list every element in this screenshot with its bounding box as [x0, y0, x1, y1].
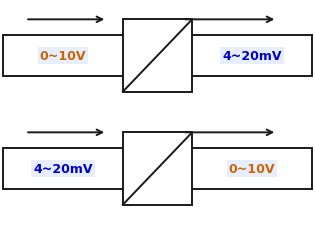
Text: 0~10V: 0~10V	[229, 162, 275, 175]
Text: 0~10V: 0~10V	[40, 50, 86, 63]
Text: 4~20mV: 4~20mV	[33, 162, 93, 175]
Bar	[123, 133, 192, 205]
Bar	[123, 20, 192, 92]
Text: 4~20mV: 4~20mV	[222, 50, 282, 63]
